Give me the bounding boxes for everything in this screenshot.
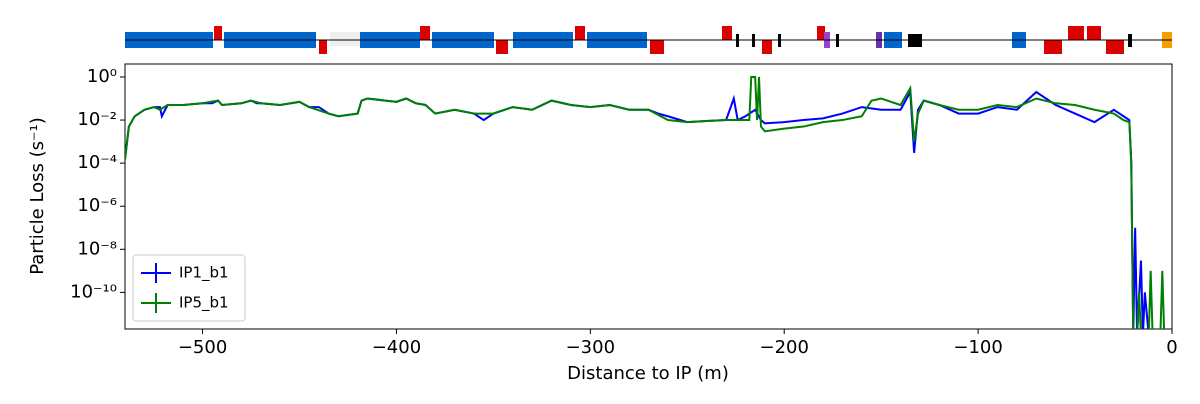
plot-area [125, 75, 1166, 329]
y-tick-label: 10⁻⁴ [77, 152, 117, 173]
x-axis-label: Distance to IP (m) [567, 363, 729, 384]
x-tick-label: 0 [1166, 337, 1177, 358]
x-tick-label: −500 [178, 337, 227, 358]
y-tick-label: 10⁻⁶ [77, 195, 117, 216]
x-tick-label: −200 [759, 337, 808, 358]
plot-frame [124, 63, 1173, 330]
x-tick-label: −400 [372, 337, 421, 358]
legend-label: IP5_b1 [179, 294, 229, 313]
data-line [125, 88, 1150, 329]
y-tick-label: 10⁻² [77, 109, 117, 130]
legend-label: IP1_b1 [179, 264, 229, 283]
x-tick-label: −300 [566, 337, 615, 358]
legend-frame [132, 254, 246, 322]
x-tick-label: −100 [953, 337, 1002, 358]
y-tick-label: 10⁻⁸ [77, 238, 117, 259]
y-axis-label: Particle Loss (s⁻¹) [27, 117, 48, 275]
data-line [125, 75, 1166, 329]
beamline-schematic [125, 26, 1172, 54]
y-tick-label: 10⁻¹⁰ [70, 281, 117, 302]
y-tick-label: 10⁰ [87, 66, 117, 87]
